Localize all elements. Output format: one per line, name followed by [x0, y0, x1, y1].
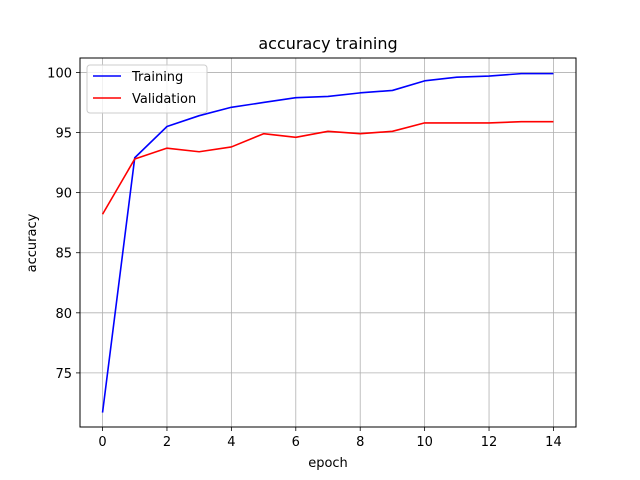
legend: Training Validation	[86, 64, 208, 114]
x-tick-label: 6	[292, 435, 300, 450]
x-tick-label: 14	[545, 435, 562, 450]
plot-frame	[79, 57, 577, 428]
x-axis-label: epoch	[308, 456, 348, 471]
y-tick-label: 80	[55, 307, 72, 322]
legend-box	[86, 64, 208, 114]
series-line-training	[101, 72, 554, 413]
x-tick-label: 0	[98, 435, 106, 450]
x-tick-label: 2	[163, 435, 171, 450]
ticks: 0 2 4 6 8 10 12 14 75 80 85 90 95 100	[47, 66, 562, 450]
y-tick-label: 95	[55, 127, 72, 142]
y-axis-label: accuracy	[25, 213, 40, 272]
series-layer	[101, 72, 554, 413]
x-tick-label: 10	[416, 435, 433, 450]
y-tick-label: 90	[55, 187, 72, 202]
y-tick-label: 75	[55, 367, 72, 382]
y-tick-label: 100	[47, 66, 72, 81]
legend-label-training: Training	[131, 70, 183, 85]
series-line-validation	[101, 120, 554, 215]
x-tick-label: 12	[481, 435, 498, 450]
grid	[80, 58, 576, 427]
x-tick-label: 8	[356, 435, 364, 450]
chart-title: accuracy training	[258, 34, 397, 53]
y-tick-label: 85	[55, 247, 72, 262]
legend-label-validation: Validation	[132, 92, 196, 107]
x-tick-label: 4	[227, 435, 235, 450]
